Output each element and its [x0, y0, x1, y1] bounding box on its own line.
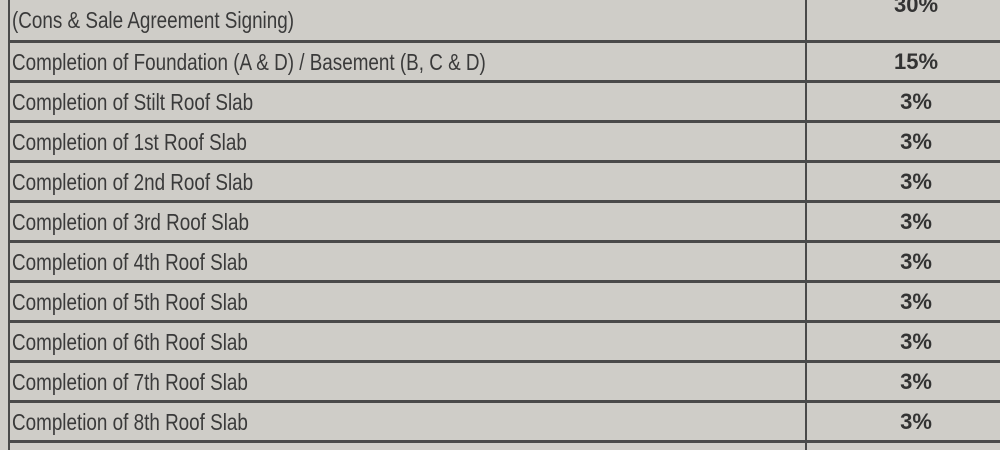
percent-cell: 3%	[900, 169, 932, 194]
table-row: Completion of Foundation (A & D) / Basem…	[8, 43, 1000, 83]
stage-cell: Completion of 2nd Roof Slab	[12, 169, 254, 195]
table-row: Completion of 3rd Roof Slab 3%	[8, 203, 1000, 243]
table-row: Completion of Stilt Roof Slab 3%	[8, 83, 1000, 123]
table-row: Completion of 4th Roof Slab 3%	[8, 243, 1000, 283]
column-divider	[805, 0, 807, 450]
percent-cell: 3%	[900, 289, 932, 314]
stage-cell: Completion of 4th Roof Slab	[12, 249, 248, 275]
stage-cell: Completion of 1st Roof Slab	[12, 129, 247, 155]
stage-cell: Completion of 7th Roof Slab	[12, 369, 248, 395]
stage-cell: Completion of Stilt Roof Slab	[12, 89, 254, 115]
table-row: Completion of 1st Roof Slab 3%	[8, 123, 1000, 163]
percent-cell: 3%	[900, 89, 932, 114]
stage-cell: (Cons & Sale Agreement Signing)	[12, 7, 295, 33]
table-row: Completion of 8th Roof Slab 3%	[8, 403, 1000, 443]
stage-cell: Completion of Foundation (A & D) / Basem…	[12, 49, 486, 75]
percent-cell: 3%	[900, 249, 932, 274]
percent-cell: 3%	[900, 369, 932, 394]
percent-cell: 15%	[893, 49, 939, 74]
table-border-left	[8, 0, 10, 450]
table-row: Completion of 2nd Roof Slab 3%	[8, 163, 1000, 203]
stage-cell: Completion of 8th Roof Slab	[12, 409, 248, 435]
percent-cell: 3%	[900, 129, 932, 154]
percent-cell: 3%	[900, 209, 932, 234]
stage-cell: Completion of 6th Roof Slab	[12, 329, 248, 355]
table-row: Completion of 6th Roof Slab 3%	[8, 323, 1000, 363]
percent-cell: 3%	[900, 329, 932, 354]
percent-cell: 30%	[893, 0, 939, 17]
table-row: Completion of 5th Roof Slab 3%	[8, 283, 1000, 323]
table-row: (Cons & Sale Agreement Signing) 30%	[8, 0, 1000, 43]
payment-schedule-table: (Cons & Sale Agreement Signing) 30% Comple…	[8, 0, 1000, 443]
stage-cell: Completion of 3rd Roof Slab	[12, 209, 249, 235]
stage-cell: Completion of 5th Roof Slab	[12, 289, 248, 315]
percent-cell: 3%	[900, 409, 932, 434]
table-row: Completion of 7th Roof Slab 3%	[8, 363, 1000, 403]
